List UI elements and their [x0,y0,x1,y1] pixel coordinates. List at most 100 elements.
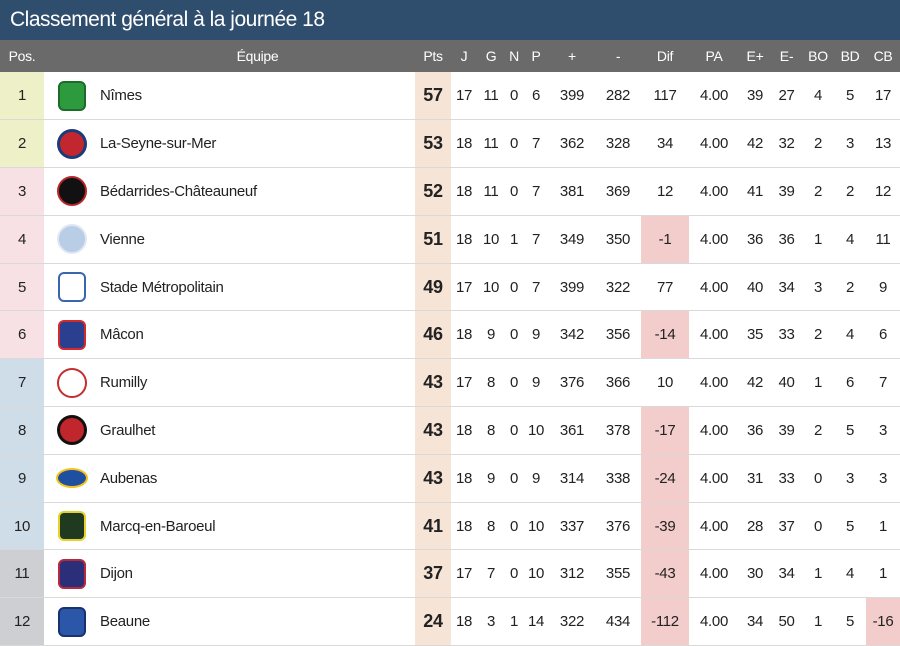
bd-cell: 5 [845,87,855,105]
bo-cell: 2 [813,135,823,153]
header-pts: Pts [423,48,443,64]
pa-cell: 4.00 [700,469,728,487]
drawn-cell: 0 [509,421,519,439]
header-dif: Dif [656,48,674,64]
lost-cell: 10 [527,565,545,583]
standings-table: Pos. Équipe Pts J G N P + - Dif PA E+ E-… [0,40,900,646]
played-cell: 18 [455,469,473,487]
position-cell: 6 [0,310,44,359]
logo-cell [44,263,100,311]
logo-cell [44,359,100,407]
logo-cell [44,454,100,502]
logo-cell [44,120,100,168]
logo-cell [44,598,100,646]
drawn-cell: 0 [509,278,519,296]
team-name-cell: Graulhet [100,421,156,439]
difference-cell: -43 [641,549,689,598]
points-for-cell: 399 [559,278,585,296]
e-plus-cell: 39 [746,87,764,105]
team-name-cell: Beaune [100,613,150,631]
table-row: 9 Aubenas 43 18 9 0 9 314 338 -24 4.00 31 33 0 3 3 [0,454,900,503]
team-name-cell: Stade Métropolitain [100,278,224,296]
bd-cell: 2 [845,278,855,296]
position-cell: 3 [0,167,44,216]
points-against-cell: 328 [605,135,631,153]
difference-cell: 12 [656,182,674,200]
lost-cell: 9 [531,326,541,344]
won-cell: 11 [483,182,499,200]
e-minus-cell: 34 [778,278,795,296]
position-cell: 12 [0,597,44,646]
played-cell: 18 [455,517,473,535]
logo-cell [44,311,100,359]
e-minus-cell: 39 [778,182,795,200]
team-name-cell: La-Seyne-sur-Mer [100,135,217,153]
header-e-plus: E+ [746,48,764,64]
table-row: 5 Stade Métropolitain 49 17 10 0 7 399 322 77 4.00… [0,263,900,311]
table-row: 10 Marcq-en-Baroeul 41 18 8 0 10 337 376 -39 4.00 2… [0,502,900,550]
e-plus-cell: 36 [746,230,764,248]
lost-cell: 7 [531,230,541,248]
points-for-cell: 322 [559,613,585,631]
cb-cell: 17 [874,87,892,105]
cb-cell: 3 [878,421,888,439]
points-for-cell: 381 [559,182,585,200]
team-name-cell: Aubenas [100,469,158,487]
bedarrides-team-logo-icon [57,176,87,207]
points-cell: 46 [415,310,451,359]
e-plus-cell: 31 [746,469,764,487]
bo-cell: 2 [813,421,823,439]
logo-cell [44,550,100,598]
points-for-cell: 314 [559,469,585,487]
position-cell: 1 [0,72,44,120]
table-header-row: Pos. Équipe Pts J G N P + - Dif PA E+ E-… [0,40,900,72]
table-row: 1 Nîmes 57 17 11 0 6 399 282 117 4.00 39 27 4 5 17 [0,72,900,120]
header-points-against: - [615,48,621,64]
header-j: J [460,48,468,64]
bo-cell: 2 [813,326,823,344]
logo-cell [44,407,100,455]
drawn-cell: 0 [509,565,519,583]
logo-cell [44,215,100,263]
e-minus-cell: 50 [778,613,795,631]
table-row: 11 Dijon 37 17 7 0 10 312 355 -43 4.00 30 34 1 4 1 [0,549,900,598]
won-cell: 9 [486,326,496,344]
logo-cell [44,168,100,216]
points-cell: 24 [415,597,451,646]
aubenas-team-logo-icon [56,468,88,489]
lost-cell: 14 [527,613,545,631]
lost-cell: 10 [527,421,545,439]
points-against-cell: 322 [605,278,631,296]
lost-cell: 9 [531,469,541,487]
points-for-cell: 349 [559,230,585,248]
played-cell: 18 [455,135,473,153]
won-cell: 8 [486,421,496,439]
rumilly-team-logo-icon [57,367,87,398]
played-cell: 17 [455,87,473,105]
table-row: 8 Graulhet 43 18 8 0 10 361 378 -17 4.00 36 39 2 5 3 [0,406,900,455]
pa-cell: 4.00 [700,517,728,535]
nimes-team-logo-icon [58,80,86,111]
difference-cell: -24 [641,454,689,503]
logo-cell [44,502,100,550]
lost-cell: 9 [531,374,541,392]
header-pos: Pos. [8,48,36,64]
points-cell: 43 [415,454,451,503]
e-plus-cell: 28 [746,517,764,535]
bd-cell: 5 [845,517,855,535]
points-against-cell: 282 [605,87,631,105]
played-cell: 18 [455,421,473,439]
cb-cell: 13 [874,135,892,153]
pa-cell: 4.00 [700,87,728,105]
bd-cell: 5 [845,613,855,631]
pa-cell: 4.00 [700,421,728,439]
e-plus-cell: 40 [746,278,764,296]
cb-cell: 11 [875,230,891,248]
header-p: P [531,48,541,64]
table-row: 2 La-Seyne-sur-Mer 53 18 11 0 7 362 328 34 4.00 42 3… [0,119,900,168]
page-title: Classement général à la journée 18 [0,0,900,40]
played-cell: 17 [455,278,473,296]
position-cell: 7 [0,358,44,407]
points-for-cell: 362 [559,135,585,153]
bo-cell: 4 [813,87,823,105]
